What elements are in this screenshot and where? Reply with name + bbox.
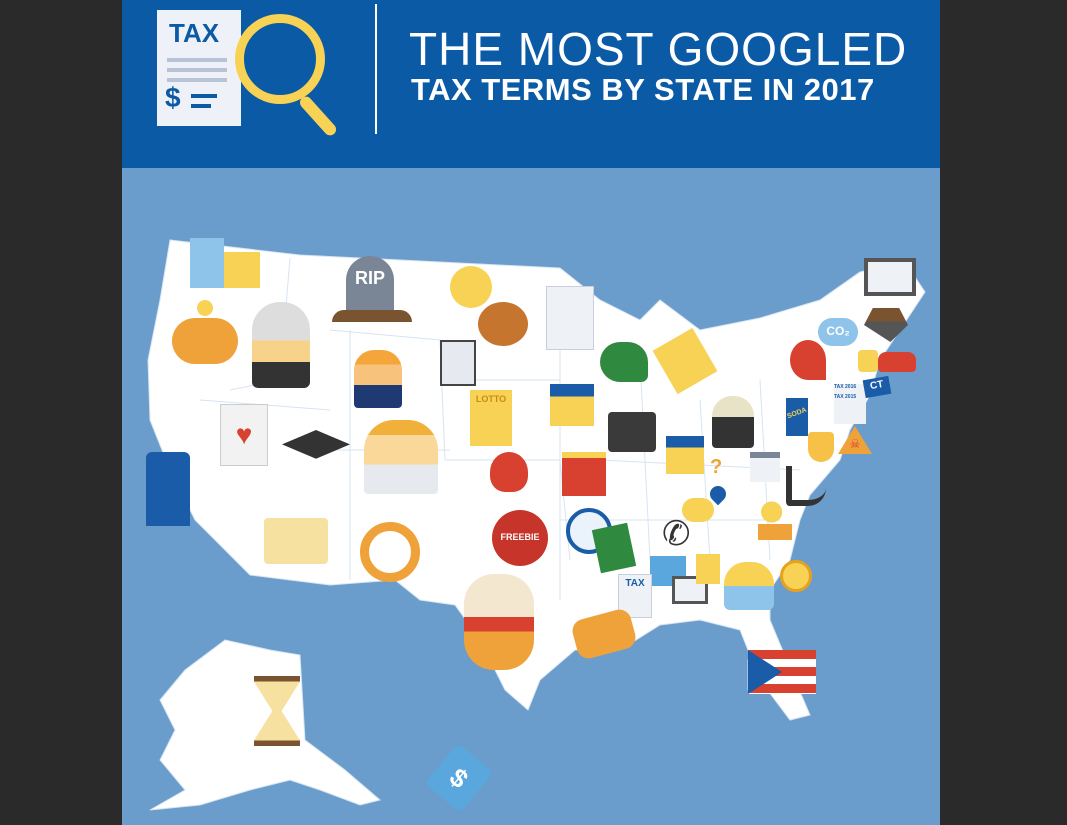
ct-text: CT xyxy=(869,378,885,393)
shield-icon xyxy=(808,432,834,462)
gift-icon xyxy=(562,452,606,496)
grandma-icon xyxy=(252,302,310,388)
tax-forms-icon: TAX 2016 TAX 2015 xyxy=(834,384,866,424)
title-line1: THE MOST GOOGLED xyxy=(409,23,908,75)
rocking-chair-icon xyxy=(786,466,826,506)
document-icon xyxy=(546,286,594,350)
question-marks-icon: ? xyxy=(710,456,723,478)
shopping-bags-icon xyxy=(190,238,224,288)
man-icon xyxy=(364,420,438,494)
logo-dollar: $ xyxy=(165,82,181,113)
car-icon xyxy=(878,352,916,372)
lotto-text: LOTTO xyxy=(475,394,507,404)
tax-doc-text: TAX xyxy=(625,578,645,589)
house-dollar-icon xyxy=(666,436,704,474)
freebie-badge-icon: FREEBIE xyxy=(492,510,548,566)
speech-bubble-icon xyxy=(682,498,714,522)
divider xyxy=(375,4,377,134)
co2-cloud-icon: CO₂ xyxy=(818,318,858,346)
tax-2015-text: TAX 2015 xyxy=(834,394,857,400)
magnifier-icon xyxy=(235,14,325,104)
tax-doc-icon: TAX xyxy=(618,574,652,618)
calendar-icon xyxy=(750,452,780,482)
football-helmet-icon xyxy=(600,342,648,382)
rooster-icon xyxy=(464,574,534,670)
tax-2016-text: TAX 2016 xyxy=(834,384,857,390)
dog-icon xyxy=(478,302,528,346)
tax-document-icon: TAX $ xyxy=(157,10,241,126)
laptop-icon xyxy=(864,258,916,296)
soda-text: SODA xyxy=(786,406,808,421)
calculator-icon xyxy=(440,340,476,386)
infographic: TAX $ THE MOST GOOGLED TAX TERMS BY STAT… xyxy=(122,0,940,825)
life-ring-icon xyxy=(360,522,420,582)
dirt-mound-icon xyxy=(332,310,412,322)
tombstone-icon: RIP xyxy=(346,256,394,316)
playing-cards-icon: ♥ xyxy=(220,404,268,466)
header-banner: TAX $ THE MOST GOOGLED TAX TERMS BY STAT… xyxy=(122,0,940,168)
freebie-text: FREEBIE xyxy=(500,532,540,542)
coins-hand-icon xyxy=(758,500,792,540)
coin-icon xyxy=(197,300,213,316)
logo-doc-text: TAX xyxy=(169,18,220,48)
lotto-ticket-icon: LOTTO xyxy=(470,390,512,446)
piggy-bank-icon xyxy=(172,318,238,364)
telephone-icon: ✆ xyxy=(662,515,691,553)
stroller-icon xyxy=(790,340,826,380)
hot-air-balloon-icon xyxy=(490,452,528,492)
title-line2: TAX TERMS BY STATE IN 2017 xyxy=(411,72,875,107)
medal-icon xyxy=(780,560,812,592)
shopping-bag-yellow-icon xyxy=(224,252,260,288)
baby-icon xyxy=(724,562,774,610)
beekeeper-icon xyxy=(712,396,754,448)
cat-icon xyxy=(450,266,492,308)
briefcase-icon xyxy=(608,412,656,452)
rip-text: RIP xyxy=(354,268,385,288)
notebook-icon xyxy=(696,554,720,584)
trump-icon xyxy=(354,350,402,408)
laptop-small-icon xyxy=(672,576,708,604)
gas-pump-icon xyxy=(146,452,190,526)
house-icon xyxy=(550,384,594,426)
co2-text: CO₂ xyxy=(826,324,850,338)
credit-card-icon xyxy=(264,518,328,564)
soda-cup-icon: SODA xyxy=(786,398,808,436)
coins-stack-icon xyxy=(858,350,878,372)
